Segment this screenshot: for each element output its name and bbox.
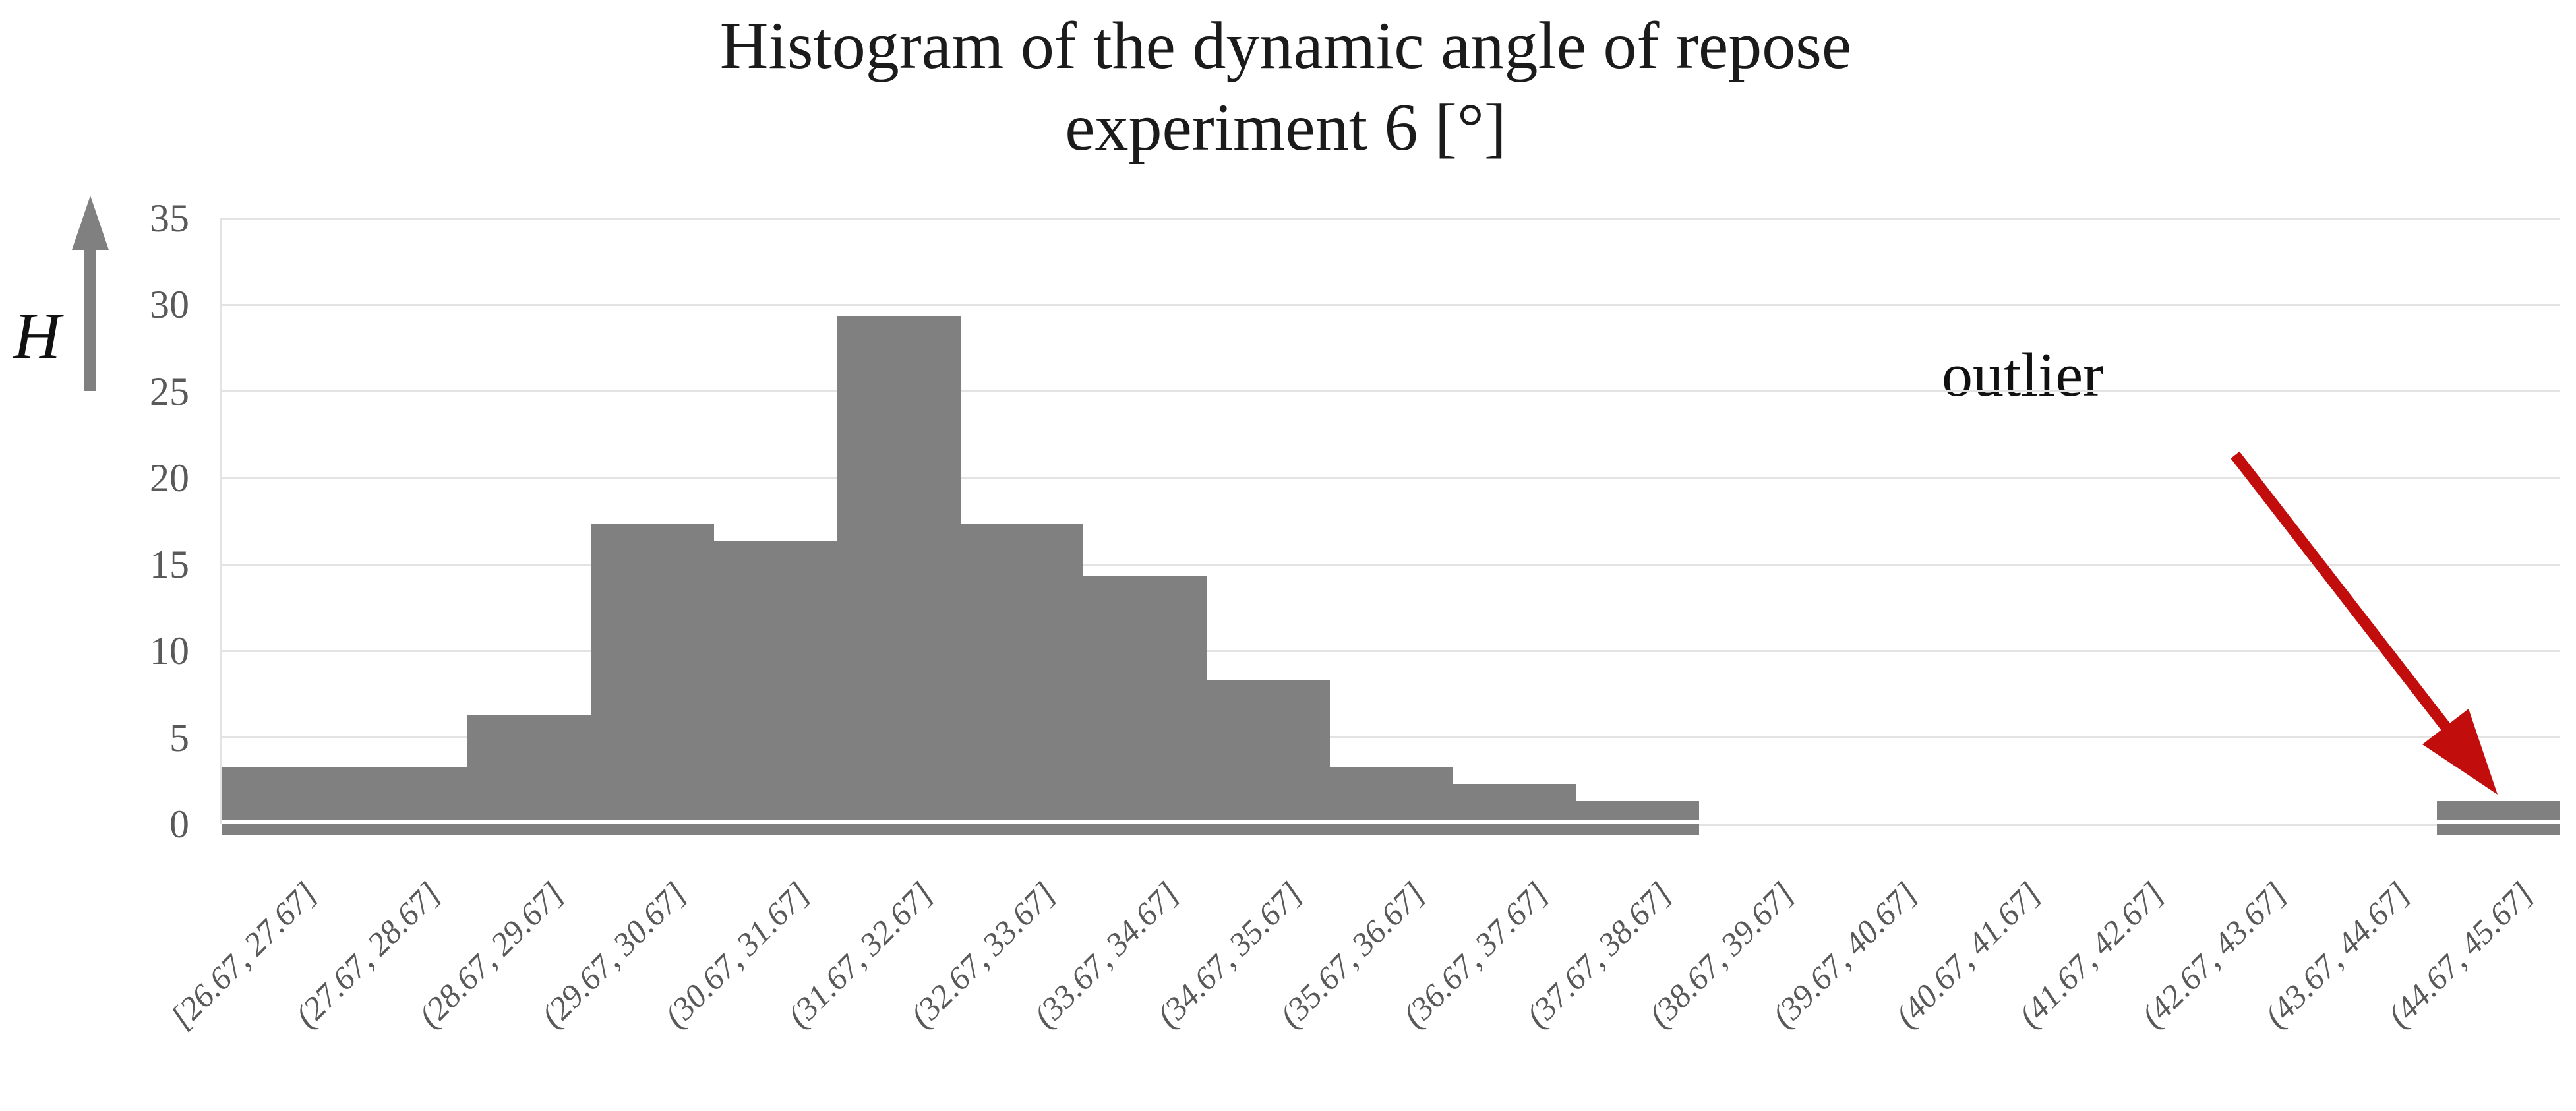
histogram-bar-9 xyxy=(1329,766,1453,835)
y-tick-label-35: 35 xyxy=(150,196,189,240)
y-tick-label-25: 25 xyxy=(150,369,189,413)
y-tick-label-30: 30 xyxy=(150,283,189,327)
y-tick-label-10: 10 xyxy=(150,629,189,673)
histogram-bar-10 xyxy=(1452,783,1576,835)
histogram-bar-3 xyxy=(590,524,715,835)
plot-area xyxy=(220,217,2561,835)
histogram-bar-8 xyxy=(1205,680,1330,835)
histogram-bar-4 xyxy=(713,541,837,835)
histogram-bar-5 xyxy=(836,316,961,835)
outlier-annotation-arrow-icon xyxy=(2231,451,2498,795)
grid-line-10 xyxy=(222,649,2560,652)
histogram-bar-7 xyxy=(1083,576,1207,835)
histogram-bar-0 xyxy=(221,766,345,835)
grid-line-5 xyxy=(222,736,2560,739)
chart-title-block: Histogram of the dynamic angle of repose… xyxy=(593,5,1978,169)
y-axis-title: H xyxy=(13,299,61,373)
y-tick-label-0: 0 xyxy=(169,802,189,846)
x-axis-tick-labels: [26.67, 27.67] (27.67, 28.67] (28.67, 29.6… xyxy=(164,874,2558,1111)
y-tick-label-5: 5 xyxy=(169,715,189,760)
chart-subtitle: experiment 6 [°] xyxy=(1065,90,1507,165)
grid-line-20 xyxy=(222,477,2560,479)
y-axis-tick-labels: 0 5 10 15 20 25 30 35 xyxy=(0,198,189,845)
histogram-bar-6 xyxy=(959,524,1084,835)
y-axis-up-arrow-icon xyxy=(72,196,109,391)
grid-line-30 xyxy=(222,303,2560,306)
y-tick-label-15: 15 xyxy=(150,543,189,587)
y-tick-label-20: 20 xyxy=(150,456,189,500)
histogram-bar-1 xyxy=(344,766,468,835)
histogram-bar-2 xyxy=(467,714,591,835)
grid-line-15 xyxy=(222,563,2560,566)
grid-line-25 xyxy=(222,390,2560,393)
histogram-bar-11 xyxy=(1575,801,1699,835)
outlier-annotation-label: outlier xyxy=(1942,341,2104,409)
grid-line-35 xyxy=(222,217,2560,220)
chart-title: Histogram of the dynamic angle of repose xyxy=(719,9,1852,83)
histogram-bar-18 xyxy=(2436,801,2561,835)
